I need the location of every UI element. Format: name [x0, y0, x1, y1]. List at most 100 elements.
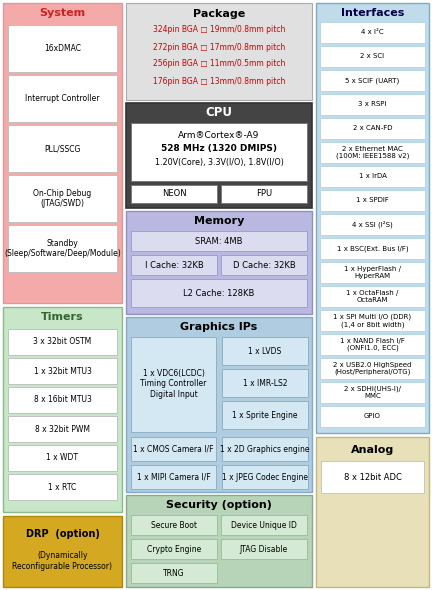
Text: 324pin BGA □ 19mm/0.8mm pitch: 324pin BGA □ 19mm/0.8mm pitch — [153, 25, 285, 34]
Bar — [320, 406, 425, 427]
Text: 1 x NAND Flash I/F
(ONFI1.0, ECC): 1 x NAND Flash I/F (ONFI1.0, ECC) — [340, 337, 405, 351]
Text: Package: Package — [193, 9, 245, 19]
Text: 1 x HyperFlash /
HyperRAM: 1 x HyperFlash / HyperRAM — [344, 266, 401, 279]
Bar — [131, 279, 307, 307]
Bar — [320, 166, 425, 187]
Text: 1 x SPDIF: 1 x SPDIF — [356, 198, 389, 204]
Bar — [320, 214, 425, 235]
Bar — [320, 238, 425, 259]
Bar — [131, 123, 307, 181]
Text: 8 x 12bit ADC: 8 x 12bit ADC — [343, 473, 401, 481]
Text: 2 x Ethernet MAC
(100M: IEEE1588 v2): 2 x Ethernet MAC (100M: IEEE1588 v2) — [336, 146, 409, 159]
Text: L2 Cache: 128KB: L2 Cache: 128KB — [183, 289, 255, 297]
Bar — [320, 22, 425, 43]
Text: 1 x LVDS: 1 x LVDS — [248, 346, 282, 356]
Text: 1 x RTC: 1 x RTC — [48, 483, 76, 491]
Text: Timers: Timers — [41, 312, 84, 322]
Bar — [131, 437, 216, 461]
Bar — [221, 515, 307, 535]
Bar — [320, 310, 425, 331]
Bar — [221, 185, 307, 203]
Bar — [3, 516, 122, 587]
Bar — [8, 445, 117, 471]
Bar — [320, 190, 425, 211]
Bar — [126, 3, 312, 100]
Text: System: System — [39, 8, 86, 18]
Bar — [8, 474, 117, 500]
Bar — [222, 369, 308, 397]
Bar — [8, 175, 117, 222]
Bar — [131, 231, 307, 251]
Text: 528 MHz (1320 DMIPS): 528 MHz (1320 DMIPS) — [161, 145, 277, 153]
Text: 1 x SPI Multi I/O (DDR)
(1,4 or 8bit width): 1 x SPI Multi I/O (DDR) (1,4 or 8bit wid… — [334, 313, 412, 327]
Text: GPIO: GPIO — [364, 414, 381, 419]
Bar — [126, 211, 312, 314]
Text: Security (option): Security (option) — [166, 500, 272, 510]
Text: JTAG Disable: JTAG Disable — [240, 545, 288, 553]
Text: 2 x CAN-FD: 2 x CAN-FD — [353, 126, 392, 132]
Bar — [221, 255, 307, 275]
Bar — [3, 307, 122, 512]
Bar — [8, 387, 117, 413]
Bar — [8, 358, 117, 384]
Text: 1 x BSC(Ext. Bus I/F): 1 x BSC(Ext. Bus I/F) — [337, 245, 408, 252]
Text: 272pin BGA □ 17mm/0.8mm pitch: 272pin BGA □ 17mm/0.8mm pitch — [153, 42, 285, 51]
Bar — [3, 3, 122, 303]
Bar — [316, 437, 429, 587]
Text: 1 x Sprite Engine: 1 x Sprite Engine — [232, 411, 298, 419]
Bar — [320, 70, 425, 91]
Bar — [8, 75, 117, 122]
Text: 1 x WDT: 1 x WDT — [47, 454, 79, 463]
Bar — [222, 337, 308, 365]
Text: 8 x 16bit MTU3: 8 x 16bit MTU3 — [34, 395, 92, 405]
Text: Crypto Engine: Crypto Engine — [147, 545, 201, 553]
Text: 8 x 32bit PWM: 8 x 32bit PWM — [35, 424, 90, 434]
Text: 16xDMAC: 16xDMAC — [44, 44, 81, 53]
Text: 2 x SCI: 2 x SCI — [360, 54, 384, 60]
Bar — [222, 465, 308, 489]
Text: 2 x SDHI(UHS-I)/
MMC: 2 x SDHI(UHS-I)/ MMC — [344, 386, 401, 399]
Text: 4 x I²C: 4 x I²C — [361, 30, 384, 35]
Bar — [126, 495, 312, 587]
Bar — [222, 401, 308, 429]
Bar — [126, 103, 312, 208]
Bar — [8, 125, 117, 172]
Text: SRAM: 4MB: SRAM: 4MB — [195, 237, 243, 245]
Bar — [131, 539, 217, 559]
Text: NEON: NEON — [162, 189, 186, 198]
Bar — [320, 286, 425, 307]
Text: Interrupt Controller: Interrupt Controller — [25, 94, 100, 103]
Bar — [126, 317, 312, 492]
Text: 5 x SCIF (UART): 5 x SCIF (UART) — [345, 77, 400, 84]
Bar — [321, 461, 424, 493]
Bar — [221, 539, 307, 559]
Bar — [131, 185, 217, 203]
Text: 1 x MIPI Camera I/F: 1 x MIPI Camera I/F — [137, 473, 210, 481]
Bar — [131, 563, 217, 583]
Text: 1 x IrDA: 1 x IrDA — [359, 173, 387, 179]
Bar — [320, 94, 425, 115]
Text: 1 x IMR-LS2: 1 x IMR-LS2 — [243, 379, 287, 388]
Text: Analog: Analog — [351, 445, 394, 455]
Bar — [131, 255, 217, 275]
Bar — [320, 46, 425, 67]
Text: 1 x VDC6(LCDC)
Timing Controller
Digital Input: 1 x VDC6(LCDC) Timing Controller Digital… — [140, 369, 206, 399]
Text: Standby
(Sleep/Software/Deep/Module): Standby (Sleep/Software/Deep/Module) — [4, 239, 121, 258]
Text: 1 x CMOS Camera I/F: 1 x CMOS Camera I/F — [133, 444, 214, 454]
Text: 256pin BGA □ 11mm/0.5mm pitch: 256pin BGA □ 11mm/0.5mm pitch — [153, 60, 285, 68]
Text: Arm®Cortex®-A9: Arm®Cortex®-A9 — [178, 132, 260, 140]
Text: CPU: CPU — [206, 107, 232, 120]
Text: On-Chip Debug
(JTAG/SWD): On-Chip Debug (JTAG/SWD) — [33, 189, 92, 208]
Bar — [320, 262, 425, 283]
Bar — [131, 465, 216, 489]
Bar — [131, 515, 217, 535]
Bar — [320, 334, 425, 355]
Bar — [8, 225, 117, 272]
Text: DRP  (option): DRP (option) — [25, 529, 99, 539]
Text: 2 x USB2.0 HighSpeed
(Host/Peripheral/OTG): 2 x USB2.0 HighSpeed (Host/Peripheral/OT… — [334, 362, 412, 375]
Text: (Dynamically
Reconfigurable Processor): (Dynamically Reconfigurable Processor) — [13, 551, 112, 571]
Text: PLL/SSCG: PLL/SSCG — [44, 144, 81, 153]
Text: 1 x JPEG Codec Engine: 1 x JPEG Codec Engine — [222, 473, 308, 481]
Text: 4 x SSI (I²S): 4 x SSI (I²S) — [352, 221, 393, 228]
Text: 1 x OctaFlash /
OctaRAM: 1 x OctaFlash / OctaRAM — [346, 290, 399, 303]
